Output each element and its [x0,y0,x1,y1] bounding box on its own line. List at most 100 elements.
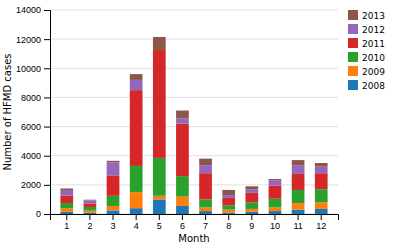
x-tick-label: 1 [64,221,69,231]
grid-line [50,97,338,98]
x-axis-title: Month [178,233,209,244]
legend: 2013 2012 2011 2010 2009 2008 [348,10,385,91]
bar [222,205,235,209]
bar [199,165,212,173]
x-tick-label: 10 [270,221,280,231]
series [60,50,327,207]
bar [60,190,73,196]
bar [84,211,97,213]
chart: 1234567891011120200040006000800010000120… [0,0,400,246]
bar [315,189,328,202]
y-tick: 0 [36,209,50,219]
y-tick-label: 12000 [16,35,41,45]
bar [130,74,143,80]
bar [222,213,235,214]
y-axis-title: Number of HFMD cases [2,53,13,170]
series [60,192,327,213]
legend-swatch [348,10,358,20]
y-tick: 12000 [16,35,50,45]
bar [292,210,305,214]
legend-swatch [348,80,358,90]
legend-swatch [348,66,358,76]
y-tick-mark [44,68,50,69]
bar [292,174,305,190]
bar [222,190,235,195]
bar [245,209,258,212]
bar [269,199,282,208]
legend-label: 2011 [362,39,385,49]
bar [130,80,143,90]
x-tick: 8 [226,214,231,231]
bar [153,37,166,50]
x-tick-mark [298,214,299,220]
y-tick-label: 0 [36,209,41,219]
bar [222,195,235,198]
bar [153,158,166,196]
grid-line [50,10,338,11]
x-tick-mark [182,214,183,220]
bar [176,124,189,176]
x-tick: 1 [64,214,69,231]
bar [107,175,120,195]
bar [107,196,120,206]
x-tick: 12 [316,214,326,231]
y-tick: 8000 [21,93,50,103]
x-tick-mark [228,214,229,220]
bar [84,213,97,214]
grid-line [50,68,338,69]
legend-item: 2009 [348,66,385,77]
series [60,80,327,203]
bar [245,193,258,202]
series [60,199,327,214]
legend-label: 2012 [362,25,385,35]
y-tick-mark [44,127,50,128]
x-axis: 123456789101112 [51,214,339,231]
bar [315,202,328,209]
y-tick-label: 10000 [16,64,41,74]
legend-item: 2010 [348,52,385,63]
bar [60,203,73,208]
x-tick-label: 5 [157,221,162,231]
x-tick: 2 [87,214,92,231]
bar [130,192,143,208]
legend-label: 2008 [362,81,385,91]
bar [199,199,212,207]
y-axis: 02000400060008000100001200014000 [16,5,51,219]
y-tick-mark [44,97,50,98]
x-tick: 3 [111,214,116,231]
y-tick-label: 14000 [16,5,41,15]
x-axis-line [51,215,339,221]
bar [222,210,235,213]
series [60,37,327,200]
legend-label: 2013 [362,11,385,21]
x-tick: 11 [293,214,302,231]
grid-line [50,126,338,127]
y-tick: 2000 [21,180,50,190]
bar [199,207,212,211]
bar [84,199,97,201]
x-tick-mark [251,214,252,220]
legend-item: 2011 [348,38,385,49]
y-tick-mark [44,39,50,40]
x-tick-mark [136,214,137,220]
y-tick-label: 8000 [21,93,41,103]
bar [245,202,258,209]
legend-swatch [348,38,358,48]
y-tick: 14000 [16,5,50,15]
bar [60,208,73,212]
y-tick-mark [44,10,50,11]
legend-item: 2013 [348,10,385,21]
bar [107,206,120,210]
bar [176,111,189,119]
bar [315,167,328,174]
bar [153,199,166,214]
bar [269,179,282,180]
bar [245,186,258,189]
y-tick-mark [44,214,50,215]
x-tick-mark [89,214,90,220]
y-tick: 4000 [21,151,50,161]
x-tick-mark [113,214,114,220]
bar [199,211,212,214]
x-tick-label: 11 [293,221,302,231]
bar [130,208,143,214]
